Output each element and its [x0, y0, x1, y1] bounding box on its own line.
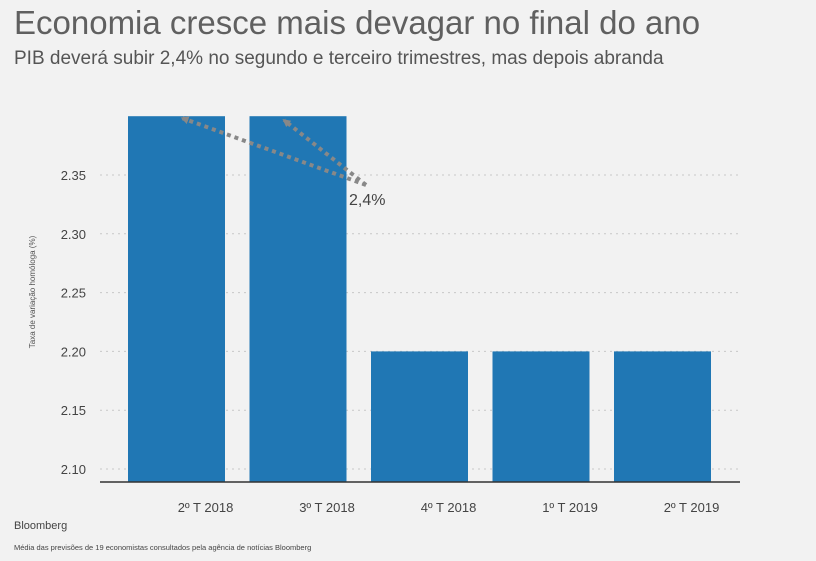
annotation-arrow — [282, 118, 368, 187]
x-tick-label: 2º T 2018 — [178, 500, 234, 515]
annotation-arrow — [180, 116, 367, 187]
y-tick-label: 2.30 — [61, 227, 86, 242]
x-axis-ticks: 2º T 2018 3º T 2018 4º T 2018 1º T 2019 2º T… — [178, 500, 720, 515]
bars — [128, 116, 711, 482]
bar — [371, 351, 468, 482]
bar — [492, 351, 590, 482]
y-axis-label: Taxa de variação homóloga (%) — [28, 235, 37, 348]
y-tick-label: 2.25 — [61, 286, 86, 301]
bar — [614, 351, 711, 482]
annotation: 2,4% — [180, 116, 385, 209]
y-tick-label: 2.10 — [61, 462, 86, 477]
bar — [249, 116, 347, 482]
source-note: Média das previsões de 19 economistas co… — [14, 543, 312, 552]
x-tick-label: 4º T 2018 — [421, 500, 477, 515]
y-tick-label: 2.35 — [61, 168, 86, 183]
x-tick-label: 2º T 2019 — [664, 500, 720, 515]
y-axis-ticks: 2.10 2.15 2.20 2.25 2.30 2.35 — [61, 168, 86, 477]
chart-title: Economia cresce mais devagar no final do… — [14, 4, 701, 41]
y-tick-label: 2.15 — [61, 403, 86, 418]
x-tick-label: 3º T 2018 — [299, 500, 355, 515]
x-tick-label: 1º T 2019 — [542, 500, 598, 515]
y-tick-label: 2.20 — [61, 344, 86, 359]
chart-subtitle: PIB deverá subir 2,4% no segundo e terce… — [14, 48, 664, 69]
bar — [128, 116, 225, 482]
annotation-label: 2,4% — [349, 192, 385, 209]
source-label: Bloomberg — [14, 520, 68, 532]
